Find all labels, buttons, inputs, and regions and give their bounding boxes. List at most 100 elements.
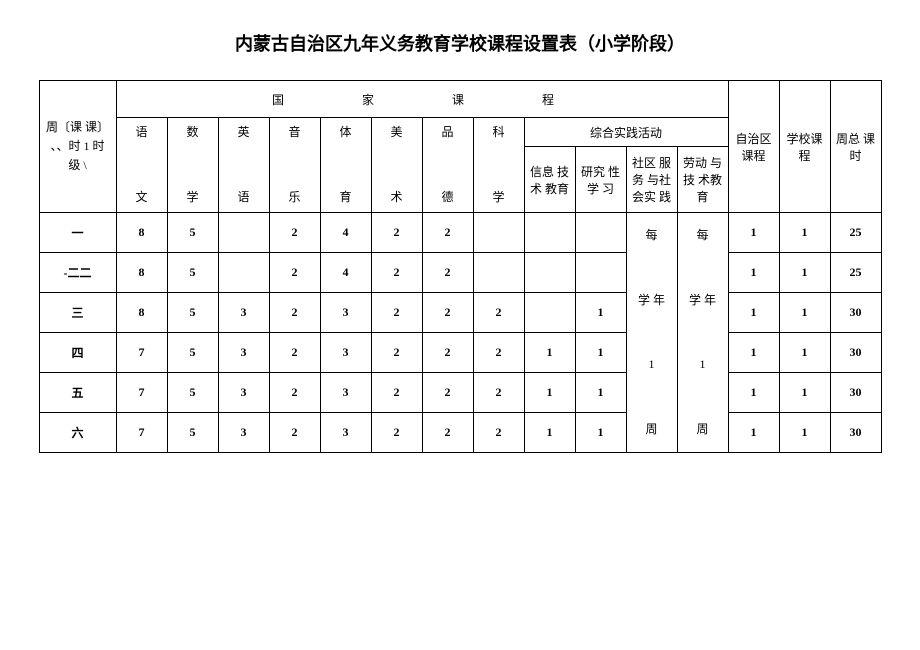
page-title: 内蒙古自治区九年义务教育学校课程设置表（小学阶段） (30, 30, 890, 56)
table-row: 一 8 5 2 4 2 2 每学 年1周 每学 年1周 1 1 25 (39, 213, 881, 253)
school-cell: 1 (779, 333, 830, 373)
data-cell: 7 (116, 373, 167, 413)
total-cell: 25 (830, 213, 881, 253)
data-cell (575, 213, 626, 253)
subject-header: 语文 (116, 118, 167, 213)
practice-sub-header: 劳动 与技 术教育 (677, 147, 728, 213)
data-cell: 8 (116, 213, 167, 253)
data-cell: 1 (575, 373, 626, 413)
data-cell: 2 (269, 293, 320, 333)
grade-cell: 一 (39, 213, 116, 253)
total-cell: 30 (830, 413, 881, 453)
data-cell (218, 213, 269, 253)
data-cell: 1 (524, 413, 575, 453)
data-cell: 3 (218, 333, 269, 373)
table-row: 三 8 5 3 2 3 2 2 2 1 1 1 30 (39, 293, 881, 333)
merged-cell: 每学 年1周 (626, 213, 677, 453)
data-cell: 4 (320, 253, 371, 293)
school-cell: 1 (779, 413, 830, 453)
practice-sub-header: 信息 技术 教育 (524, 147, 575, 213)
data-cell: 2 (422, 333, 473, 373)
data-cell: 2 (269, 253, 320, 293)
data-cell: 3 (218, 413, 269, 453)
data-cell (524, 293, 575, 333)
auto-cell: 1 (728, 413, 779, 453)
data-cell: 5 (167, 293, 218, 333)
practice-header: 综合实践活动 (524, 118, 728, 147)
data-cell: 5 (167, 413, 218, 453)
data-cell: 1 (575, 293, 626, 333)
data-cell: 2 (473, 373, 524, 413)
total-cell: 25 (830, 253, 881, 293)
data-cell: 5 (167, 333, 218, 373)
data-cell: 8 (116, 253, 167, 293)
data-cell: 2 (269, 413, 320, 453)
school-cell: 1 (779, 293, 830, 333)
data-cell (473, 253, 524, 293)
data-cell: 2 (269, 373, 320, 413)
data-cell: 2 (269, 333, 320, 373)
grade-cell: 五 (39, 373, 116, 413)
data-cell: 3 (320, 413, 371, 453)
data-cell: 4 (320, 213, 371, 253)
subject-header: 品德 (422, 118, 473, 213)
subject-header: 体育 (320, 118, 371, 213)
school-cell: 1 (779, 253, 830, 293)
practice-sub-header: 研究 性 学 习 (575, 147, 626, 213)
data-cell (218, 253, 269, 293)
data-cell: 2 (422, 253, 473, 293)
table-row: 六 7 5 3 2 3 2 2 2 1 1 1 1 30 (39, 413, 881, 453)
data-cell: 1 (524, 333, 575, 373)
data-cell: 2 (371, 413, 422, 453)
data-cell: 8 (116, 293, 167, 333)
practice-sub-header: 社区 服务 与社会实 践 (626, 147, 677, 213)
data-cell: 5 (167, 213, 218, 253)
data-cell: 2 (422, 293, 473, 333)
autonomous-header: 自治区课程 (728, 81, 779, 213)
data-cell: 2 (473, 293, 524, 333)
grade-cell: -二二 (39, 253, 116, 293)
data-cell: 5 (167, 373, 218, 413)
data-cell: 2 (371, 253, 422, 293)
data-cell: 2 (371, 293, 422, 333)
school-cell: 1 (779, 373, 830, 413)
grade-cell: 四 (39, 333, 116, 373)
subject-header: 美术 (371, 118, 422, 213)
corner-cell: 周〔课 课〕、、时 1 时级 \ (39, 81, 116, 213)
total-header: 周总 课时 (830, 81, 881, 213)
data-cell (524, 253, 575, 293)
school-header: 学校课程 (779, 81, 830, 213)
total-cell: 30 (830, 333, 881, 373)
data-cell: 1 (575, 413, 626, 453)
grade-cell: 三 (39, 293, 116, 333)
table-row: 四 7 5 3 2 3 2 2 2 1 1 1 1 30 (39, 333, 881, 373)
data-cell: 2 (371, 373, 422, 413)
subject-header: 音乐 (269, 118, 320, 213)
national-curriculum-header: 国 家 课 程 (116, 81, 728, 118)
data-cell: 2 (371, 333, 422, 373)
subject-header: 数学 (167, 118, 218, 213)
curriculum-table: 周〔课 课〕、、时 1 时级 \ 国 家 课 程 自治区课程 学校课程 周总 课… (39, 80, 882, 453)
grade-cell: 六 (39, 413, 116, 453)
data-cell: 2 (422, 413, 473, 453)
table-row: -二二 8 5 2 4 2 2 1 1 25 (39, 253, 881, 293)
data-cell: 1 (524, 373, 575, 413)
data-cell (473, 213, 524, 253)
data-cell: 3 (218, 293, 269, 333)
auto-cell: 1 (728, 333, 779, 373)
subject-header: 英语 (218, 118, 269, 213)
auto-cell: 1 (728, 293, 779, 333)
data-cell: 3 (320, 293, 371, 333)
auto-cell: 1 (728, 253, 779, 293)
total-cell: 30 (830, 373, 881, 413)
data-cell: 1 (575, 333, 626, 373)
data-cell: 2 (473, 413, 524, 453)
data-cell: 2 (422, 373, 473, 413)
school-cell: 1 (779, 213, 830, 253)
merged-cell: 每学 年1周 (677, 213, 728, 453)
subject-header: 科学 (473, 118, 524, 213)
data-cell: 2 (473, 333, 524, 373)
data-cell: 7 (116, 333, 167, 373)
data-cell: 3 (218, 373, 269, 413)
data-cell: 2 (371, 213, 422, 253)
